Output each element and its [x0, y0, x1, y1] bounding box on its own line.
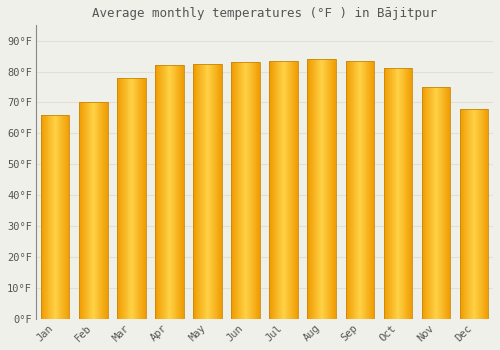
- Bar: [41, 115, 70, 318]
- Bar: [422, 87, 450, 318]
- Bar: [117, 78, 145, 318]
- Title: Average monthly temperatures (°F ) in Bājitpur: Average monthly temperatures (°F ) in Bā…: [92, 7, 437, 20]
- Bar: [346, 61, 374, 318]
- Bar: [384, 69, 412, 318]
- Bar: [41, 115, 70, 318]
- Bar: [79, 103, 108, 318]
- Bar: [460, 108, 488, 318]
- Bar: [460, 108, 488, 318]
- Bar: [232, 62, 260, 318]
- Bar: [232, 62, 260, 318]
- Bar: [155, 65, 184, 319]
- Bar: [117, 78, 145, 318]
- Bar: [308, 59, 336, 318]
- Bar: [270, 61, 298, 318]
- Bar: [193, 64, 222, 318]
- Bar: [346, 61, 374, 318]
- Bar: [308, 59, 336, 318]
- Bar: [79, 103, 108, 318]
- Bar: [384, 69, 412, 318]
- Bar: [155, 65, 184, 319]
- Bar: [193, 64, 222, 318]
- Bar: [270, 61, 298, 318]
- Bar: [422, 87, 450, 318]
